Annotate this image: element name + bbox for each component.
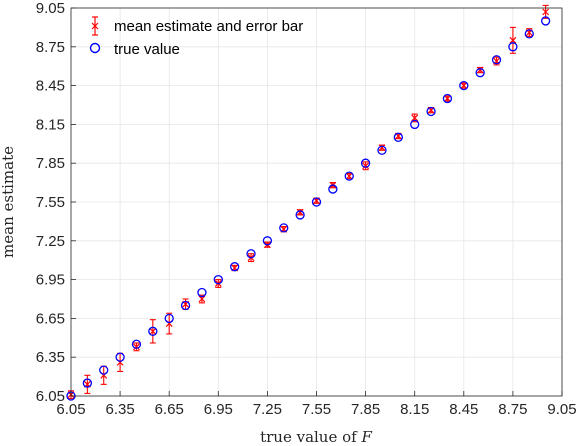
mean-estimate-marker (509, 36, 517, 44)
mean-estimate-marker (296, 208, 304, 216)
true-value-marker (377, 145, 387, 155)
y-tick-label: 8.75 (36, 39, 65, 56)
mean-estimate-marker (411, 114, 419, 122)
true-value-marker (491, 55, 502, 65)
mean-estimate-marker (198, 295, 206, 303)
true-value-marker (295, 210, 305, 220)
true-value-marker (213, 274, 223, 285)
y-tick-label: 8.15 (36, 116, 65, 133)
x-tick-label: 8.75 (498, 401, 527, 418)
true-value-marker (442, 93, 453, 104)
x-tick-label: 8.45 (449, 401, 478, 418)
true-value-marker (279, 223, 289, 233)
mean-estimate-marker (345, 172, 353, 180)
true-value-marker (328, 184, 338, 194)
mean-estimate-marker (476, 66, 484, 74)
true-value-marker (164, 313, 174, 324)
true-value-marker (262, 236, 273, 246)
true-value-marker (508, 42, 518, 52)
x-tick-label: 9.05 (547, 401, 576, 418)
true-value-marker (197, 287, 207, 298)
legend-errorbar-symbol (91, 16, 99, 36)
legend-circle-symbol (89, 42, 101, 54)
x-tick-label: 6.35 (105, 401, 134, 418)
x-tick-label: 6.95 (204, 401, 233, 418)
true-value-marker (426, 106, 436, 117)
y-tick-label: 6.65 (36, 310, 65, 327)
y-tick-label: 6.95 (36, 272, 65, 289)
true-value-marker (230, 262, 240, 272)
true-value-marker (246, 249, 256, 259)
true-value-marker (360, 158, 371, 168)
x-tick-label: 6.65 (155, 401, 184, 418)
mean-estimate-marker (378, 144, 386, 152)
legend: mean estimate and error bar true value (89, 16, 303, 58)
legend-label-mean-estimate: mean estimate and error bar (114, 18, 303, 35)
x-tick-label: 8.15 (400, 401, 429, 418)
true-value-marker (82, 378, 93, 388)
mean-estimate-marker (460, 82, 468, 90)
true-value-markers (66, 16, 551, 401)
mean-estimate-marker (133, 343, 140, 351)
plot-frame (70, 7, 563, 397)
x-tick-label: 7.85 (351, 401, 380, 418)
true-value-marker (540, 16, 551, 26)
true-value-marker (410, 119, 420, 130)
x-tick-label: 7.55 (302, 401, 331, 418)
legend-label-true-value: true value (114, 41, 180, 58)
y-axis-label: mean estimate (0, 146, 17, 258)
x-axis-ticks: 6.05 6.35 6.65 6.95 7.25 7.55 7.85 8.15 8.45 8.75… (56, 391, 577, 418)
y-tick-label: 7.55 (36, 194, 65, 211)
y-axis-ticks: 6.05 6.35 6.65 6.95 7.25 7.55 7.85 8.15 8.45 8.75… (36, 0, 76, 405)
true-value-marker (148, 326, 158, 336)
x-axis-label: true value of F (260, 428, 372, 446)
mean-estimate-marker (362, 162, 370, 170)
true-value-marker (99, 365, 109, 375)
y-tick-label: 9.05 (36, 0, 65, 17)
mean-estimate-marker (149, 327, 157, 335)
true-value-marker (344, 171, 354, 181)
y-tick-label: 6.35 (36, 349, 65, 366)
mean-estimate-marker (444, 95, 451, 102)
y-tick-label: 7.25 (36, 233, 65, 250)
mean-estimate-marker (542, 8, 550, 16)
x-tick-label: 7.25 (253, 401, 282, 418)
y-tick-label: 6.05 (36, 388, 65, 405)
x-axis-label-text: true value of (260, 428, 361, 446)
x-axis-label-variable: F (360, 428, 372, 446)
y-tick-label: 7.85 (36, 155, 65, 172)
true-value-marker (131, 339, 142, 349)
true-value-marker (475, 68, 485, 78)
y-tick-label: 8.45 (36, 78, 65, 95)
true-value-marker (180, 300, 191, 311)
true-value-marker (524, 29, 534, 39)
true-value-marker (393, 132, 403, 142)
x-tick-label: 6.05 (56, 401, 85, 418)
true-value-marker (115, 352, 125, 362)
true-value-marker (311, 197, 322, 207)
true-value-marker (459, 80, 469, 91)
